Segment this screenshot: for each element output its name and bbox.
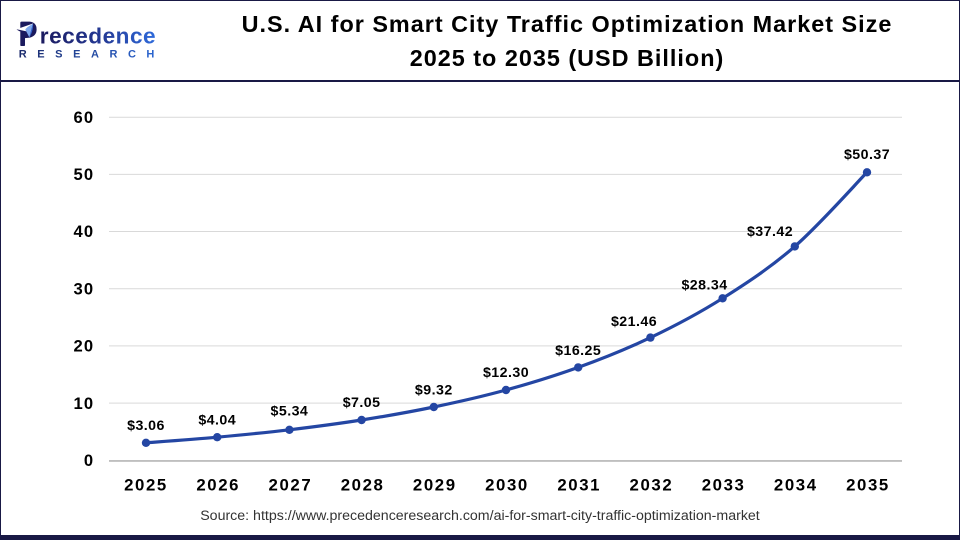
svg-text:$50.37: $50.37 — [844, 147, 890, 163]
svg-text:2032: 2032 — [630, 475, 674, 494]
svg-text:2027: 2027 — [269, 475, 313, 494]
svg-text:2025: 2025 — [124, 475, 168, 494]
svg-text:2030: 2030 — [485, 475, 529, 494]
svg-text:60: 60 — [73, 108, 94, 127]
svg-text:2031: 2031 — [557, 475, 601, 494]
svg-text:$28.34: $28.34 — [681, 278, 727, 294]
svg-text:$5.34: $5.34 — [271, 404, 309, 420]
svg-text:$4.04: $4.04 — [198, 413, 236, 429]
svg-text:2028: 2028 — [341, 475, 385, 494]
svg-text:2034: 2034 — [774, 475, 818, 494]
svg-text:40: 40 — [73, 222, 94, 241]
svg-text:$37.42: $37.42 — [747, 224, 793, 240]
svg-text:$21.46: $21.46 — [611, 314, 657, 330]
svg-text:2029: 2029 — [413, 475, 457, 494]
svg-text:30: 30 — [73, 279, 94, 298]
svg-text:$9.32: $9.32 — [415, 383, 453, 399]
svg-text:10: 10 — [73, 394, 94, 413]
svg-text:recedence: recedence — [40, 23, 156, 48]
svg-text:20: 20 — [73, 337, 94, 356]
svg-text:2026: 2026 — [196, 475, 240, 494]
svg-text:$16.25: $16.25 — [555, 343, 601, 359]
svg-text:RESEARCH: RESEARCH — [19, 49, 164, 61]
svg-text:50: 50 — [73, 165, 94, 184]
svg-text:0: 0 — [84, 451, 94, 470]
svg-text:$3.06: $3.06 — [127, 418, 165, 434]
svg-text:$12.30: $12.30 — [483, 365, 529, 381]
svg-text:2035: 2035 — [846, 475, 890, 494]
svg-text:2033: 2033 — [702, 475, 746, 494]
svg-text:$7.05: $7.05 — [343, 395, 381, 411]
